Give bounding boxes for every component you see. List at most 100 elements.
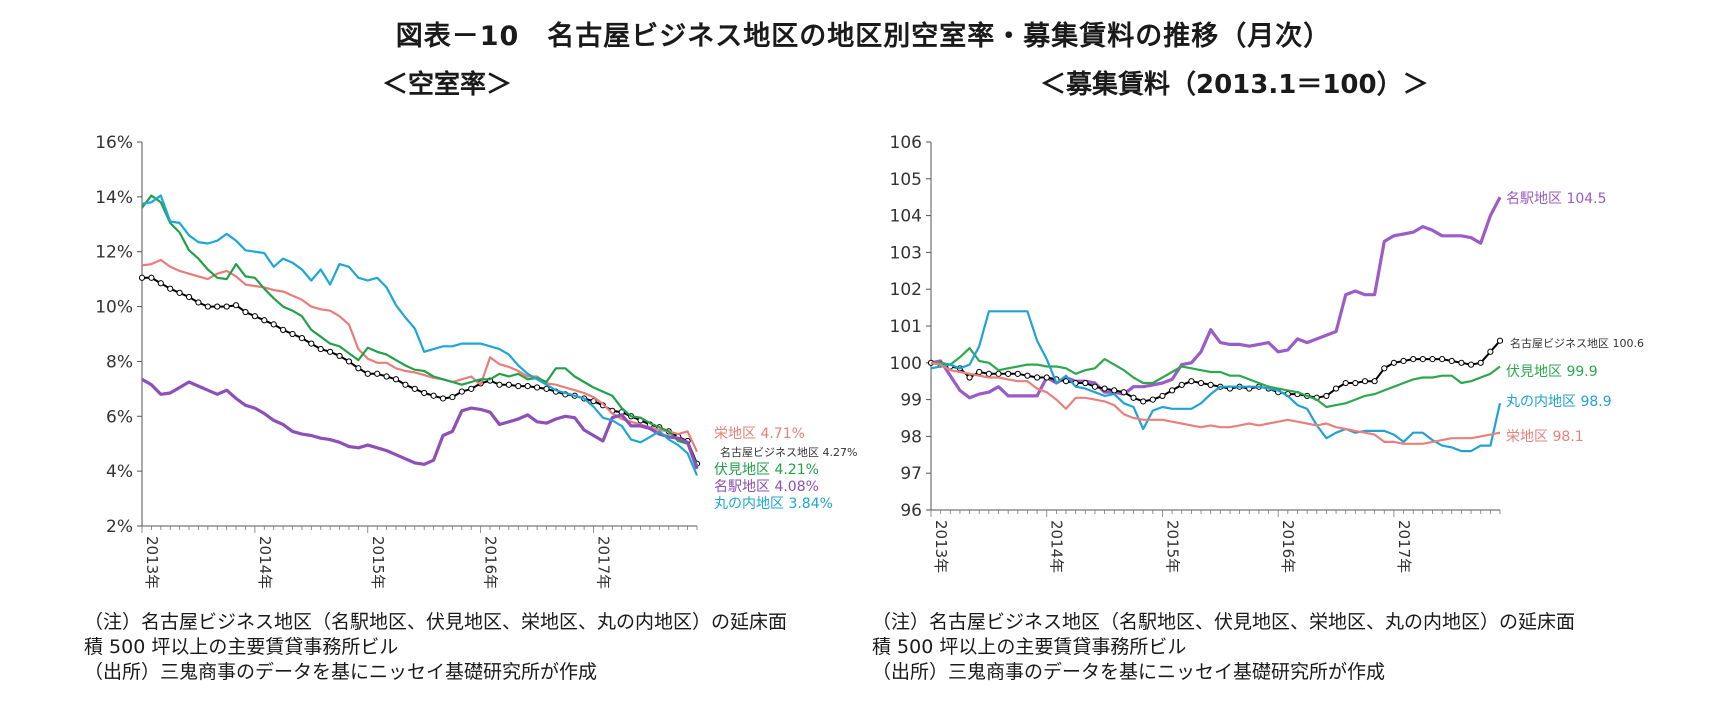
x-tick-label: 2016年 — [482, 536, 500, 589]
series-point-0 — [543, 385, 550, 392]
series-point-1 — [1082, 379, 1089, 387]
series-point-1 — [1361, 378, 1369, 385]
y-tick-label: 103 — [890, 243, 922, 263]
series-point-0 — [232, 302, 240, 309]
y-tick-label: 10% — [95, 298, 133, 318]
series-point-1 — [1178, 381, 1185, 388]
series-point-0 — [167, 285, 174, 292]
y-tick-label: 102 — [890, 280, 922, 300]
x-tick-label: 2015年 — [1163, 520, 1181, 573]
series-point-1 — [1197, 379, 1205, 387]
series-point-0 — [364, 370, 371, 377]
series-point-1 — [1410, 356, 1417, 363]
series-point-1 — [1111, 387, 1118, 394]
series-point-1 — [1487, 348, 1494, 355]
vacancy-rate-chart: 2% 4% 6% 8% 10% 12% 14% 16% 2013年 2014年 2015年 2016年… — [95, 133, 857, 589]
note-line-1: （注）名古屋ビジネス地区（名駅地区、伏見地区、栄地区、丸の内地区）の延床面 — [872, 611, 1576, 633]
series-point-1 — [1371, 378, 1378, 385]
series-point-0 — [374, 370, 381, 377]
y-tick-label: 6% — [106, 407, 133, 427]
series-point-1 — [1140, 398, 1147, 405]
series-point-1 — [966, 374, 973, 381]
series-point-1 — [1005, 370, 1012, 377]
series-line-3 — [141, 377, 699, 470]
series-label-1: 名古屋ビジネス地区 100.6 — [1510, 336, 1644, 350]
y-tick-label: 97 — [900, 464, 922, 484]
series-point-1 — [1207, 381, 1214, 388]
series-point-1 — [1439, 356, 1446, 363]
series-point-1 — [1429, 356, 1436, 363]
x-tick-label: 2016年 — [1279, 520, 1297, 573]
y-tick-label: 106 — [890, 133, 922, 153]
series-label-4: 栄地区 98.1 — [1506, 429, 1584, 445]
series-point-1 — [1024, 372, 1031, 379]
y-tick-label: 100 — [890, 354, 922, 374]
series-point-0 — [496, 381, 503, 388]
series-point-0 — [242, 308, 249, 316]
series-point-1 — [1332, 385, 1340, 392]
x-tick-label: 2014年 — [1048, 520, 1066, 573]
series-label-3: 丸の内地区 98.9 — [1506, 394, 1612, 410]
series-point-1 — [1458, 359, 1465, 366]
series-point-1 — [1101, 385, 1108, 392]
series-point-0 — [308, 340, 315, 347]
x-tick-label: 2013年 — [143, 536, 161, 589]
series-point-0 — [439, 395, 447, 402]
series-point-1 — [1342, 379, 1349, 387]
series-label-3: 名駅地区 4.08% — [714, 479, 819, 495]
series-point-0 — [223, 303, 230, 310]
rent-chart-title: ＜募集賃料（2013.1＝100）＞ — [1040, 70, 1429, 100]
y-tick-label: 104 — [890, 207, 922, 227]
series-point-0 — [449, 393, 456, 401]
series-point-1 — [1381, 365, 1388, 372]
series-point-0 — [317, 345, 324, 353]
series-point-0 — [430, 392, 437, 399]
series-point-0 — [280, 326, 287, 333]
series-point-1 — [1400, 357, 1407, 365]
series-point-0 — [148, 274, 155, 281]
series-label-0: 名古屋ビジネス地区 4.27% — [720, 445, 857, 459]
note-line-3: （出所）三鬼商事のデータを基にニッセイ基礎研究所が作成 — [872, 661, 1386, 683]
x-tick-label: 2013年 — [932, 520, 950, 573]
series-point-1 — [985, 370, 992, 377]
note-line-2: 積 500 坪以上の主要賃貸事務所ビル — [872, 636, 1187, 658]
series-point-1 — [1390, 359, 1398, 366]
series-line-2 — [931, 347, 1501, 409]
series-point-0 — [411, 385, 418, 392]
series-point-0 — [515, 383, 522, 390]
series-point-0 — [289, 330, 296, 338]
series-point-1 — [1467, 361, 1475, 368]
series-point-1 — [1477, 359, 1484, 366]
series-label-2: 伏見地区 99.9 — [1506, 364, 1598, 380]
series-point-0 — [402, 381, 409, 388]
series-point-1 — [1091, 383, 1099, 390]
series-point-0 — [138, 274, 146, 281]
series-point-0 — [251, 313, 258, 320]
x-tick-label: 2015年 — [369, 536, 387, 589]
source-note-right: （注）名古屋ビジネス地区（名駅地区、伏見地区、栄地区、丸の内地区）の延床面 積 … — [872, 610, 1632, 685]
series-point-0 — [421, 389, 428, 397]
series-point-0 — [298, 335, 306, 342]
series-point-0 — [176, 289, 183, 296]
y-tick-label: 98 — [900, 427, 922, 447]
series-point-0 — [214, 303, 221, 310]
y-tick-label: 16% — [95, 133, 133, 153]
series-point-1 — [1149, 396, 1156, 403]
note-line-1: （注）名古屋ビジネス地区（名駅地区、伏見地区、栄地区、丸の内地区）の延床面 — [84, 611, 788, 633]
y-tick-label: 2% — [106, 517, 133, 537]
series-point-1 — [1496, 337, 1504, 344]
series-point-0 — [533, 384, 541, 391]
series-label-4: 丸の内地区 3.84% — [714, 496, 833, 512]
y-tick-label: 96 — [900, 501, 922, 521]
series-point-1 — [1352, 379, 1359, 387]
series-point-1 — [1062, 378, 1070, 385]
y-tick-label: 12% — [95, 243, 133, 263]
y-tick-label: 4% — [106, 462, 133, 482]
note-line-3: （出所）三鬼商事のデータを基にニッセイ基礎研究所が作成 — [84, 661, 598, 683]
series-line-2 — [141, 194, 699, 466]
series-line-3 — [930, 310, 1502, 453]
series-point-1 — [1120, 389, 1127, 396]
x-tick-label: 2017年 — [1395, 520, 1413, 573]
series-point-1 — [1130, 394, 1137, 401]
series-point-0 — [157, 280, 164, 287]
